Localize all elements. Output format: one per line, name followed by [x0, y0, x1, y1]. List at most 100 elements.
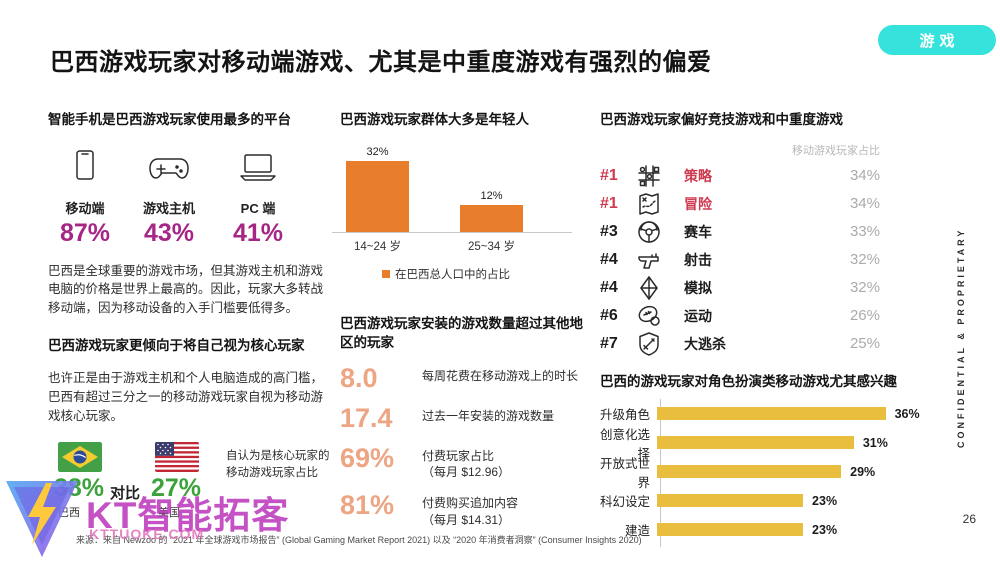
smartphone-icon — [68, 146, 102, 192]
usa-label: 美国 — [158, 506, 180, 519]
stat-value: 81% — [340, 490, 395, 521]
genre-value: 33% — [849, 223, 880, 241]
usa-core-value: 27% — [151, 473, 202, 502]
page-title: 巴西游戏玩家对移动端游戏、尤其是中重度游戏有强烈的偏爱 — [50, 49, 712, 76]
rpg-bar — [657, 494, 804, 508]
genre-label: 模拟 — [684, 279, 712, 296]
rpg-category-label: 升级角色 — [599, 408, 650, 423]
rpg-bar — [657, 523, 804, 537]
genre-row-simulation: #4 模拟 32% — [600, 274, 880, 302]
x-tick-label: 14~24 岁 — [354, 240, 401, 253]
gamepad-icon — [146, 146, 192, 192]
stat-value: 69% — [340, 442, 395, 473]
genre-row-adventure: #1 冒险 34% — [600, 190, 880, 218]
rpg-row: 创意化选择 31% — [590, 428, 932, 461]
rpg-category-label: 开放式世界 — [599, 456, 650, 490]
versus-label: 对比 — [110, 484, 141, 502]
x-axis-line — [332, 231, 572, 233]
shooter-icon — [636, 247, 684, 273]
rpg-category-label: 创意化选择 — [599, 427, 650, 461]
left-column: 智能手机是巴西游戏玩家使用最多的平台 移动端 87% 游戏主机 43% — [48, 110, 332, 542]
genre-value: 26% — [849, 307, 880, 325]
genre-row-sports: #6 运动 26% — [600, 302, 880, 330]
platform-label: 移动端 — [65, 200, 105, 216]
racing-icon — [636, 219, 684, 245]
category-badge: 游戏 — [878, 25, 996, 55]
genre-row-battle-royale: #7 大逃杀 25% — [600, 330, 880, 358]
page-number: 26 — [962, 512, 976, 526]
genre-rank: #1 — [600, 194, 618, 212]
rpg-row: 建造 23% — [590, 515, 932, 544]
platform-pc: PC 端 41% — [222, 146, 294, 248]
platform-value: 41% — [232, 218, 284, 247]
rpg-value-label: 36% — [894, 406, 920, 421]
genre-rank: #6 — [600, 306, 618, 324]
legend-label: 在巴西总人口中的占比 — [395, 268, 510, 281]
core-gamers-paragraph: 也许正是由于游戏主机和个人电脑造成的高门槛，巴西有超过三分之一的移动游戏玩家自视… — [48, 371, 324, 423]
usa-flag — [155, 441, 199, 472]
genres-heading: 巴西游戏玩家偏好竞技游戏和中重度游戏 — [600, 112, 843, 127]
rpg-chart-heading: 巴西的游戏玩家对角色扮演类移动游戏尤其感兴趣 — [600, 373, 897, 389]
rpg-value-label: 31% — [862, 435, 888, 450]
genre-rank: #4 — [600, 278, 618, 296]
installs-heading: 巴西游戏玩家安装的游戏数量超过其他地区的玩家 — [340, 315, 583, 351]
rpg-value-label: 23% — [812, 522, 838, 537]
genre-value: 34% — [849, 195, 880, 213]
genre-row-racing: #3 赛车 33% — [600, 218, 880, 246]
rpg-row: 开放式世界 29% — [590, 457, 932, 490]
strategy-icon — [636, 163, 684, 189]
rpg-row: 科幻设定 23% — [590, 486, 932, 515]
stat-row: 81% 付费购买追加内容 （每月 $14.31） — [340, 490, 588, 529]
platform-value: 87% — [59, 218, 111, 247]
middle-column: 巴西游戏玩家群体大多是年轻人 32% 12% 14~24 岁 25~34 岁 在… — [332, 110, 588, 538]
genre-label: 运动 — [684, 307, 712, 324]
bar-value-label: 12% — [480, 190, 503, 203]
stat-description: 付费购买追加内容 （每月 $14.31） — [422, 496, 519, 528]
laptop-icon — [235, 146, 281, 192]
stat-description: 付费玩家占比 （每月 $12.96） — [422, 448, 511, 480]
stats-list: 8.0 每周花费在移动游戏上的时长 17.4 过去一年安装的游戏数量 69% 付… — [340, 363, 588, 529]
platform-value: 43% — [143, 218, 195, 247]
genre-rank: #7 — [600, 334, 618, 352]
genre-value: 32% — [849, 251, 880, 269]
genre-value: 34% — [849, 167, 880, 185]
platform-mobile: 移动端 87% — [54, 146, 116, 248]
sports-icon — [636, 303, 684, 329]
confidential-sidebar-text: CONFIDENTIAL & PROPRIETARY — [956, 227, 966, 448]
genre-label: 大逃杀 — [684, 335, 726, 352]
age-bar-group-1: 32% — [346, 146, 409, 232]
rpg-bar — [657, 436, 854, 450]
simulation-icon — [636, 275, 684, 301]
genre-label: 冒险 — [684, 195, 712, 212]
platforms-row: 移动端 87% 游戏主机 43% PC 端 41% — [54, 146, 332, 248]
core-gamer-comparison: 38% 对比 27% 巴西 美国 自认为是核心玩家的 移动游戏玩家占比 — [48, 441, 332, 542]
stat-description: 每周花费在移动游戏上的时长 — [422, 368, 579, 383]
rpg-category-label: 建造 — [624, 524, 650, 539]
bar-25-34 — [460, 205, 523, 232]
source-citation: 来源：来自 Newzoo 的 “2021 年全球游戏市场报告” (Global … — [76, 535, 642, 545]
stat-row: 17.4 过去一年安装的游戏数量 — [340, 403, 588, 434]
brazil-flag — [58, 441, 102, 472]
genre-value: 32% — [849, 279, 880, 297]
rpg-bar — [657, 407, 886, 421]
platform-console: 游戏主机 43% — [130, 146, 208, 248]
genre-label: 射击 — [684, 251, 712, 268]
brazil-label: 巴西 — [58, 506, 80, 519]
genre-ranking-list: #1 策略 34% #1 冒险 34% #3 赛车 — [600, 162, 932, 358]
genre-rank: #3 — [600, 222, 618, 240]
brazil-core-value: 38% — [54, 473, 105, 502]
rpg-bar-chart: 升级角色 36% 创意化选择 31% 开放式世界 29% 科幻设定 23% 建造 — [590, 399, 932, 549]
rpg-value-label: 29% — [850, 464, 876, 479]
genre-label: 赛车 — [684, 223, 712, 240]
stat-row: 8.0 每周花费在移动游戏上的时长 — [340, 363, 588, 394]
bar-14-24 — [346, 161, 409, 232]
stat-value: 8.0 — [340, 362, 378, 393]
rpg-value-label: 23% — [812, 493, 838, 508]
genre-rank: #1 — [600, 166, 618, 184]
platform-label: 游戏主机 — [142, 200, 195, 216]
platforms-heading: 智能手机是巴西游戏玩家使用最多的平台 — [48, 112, 291, 127]
chart-legend: 在巴西总人口中的占比 — [382, 266, 510, 282]
rpg-bar — [657, 465, 842, 479]
genre-label: 策略 — [684, 167, 712, 184]
